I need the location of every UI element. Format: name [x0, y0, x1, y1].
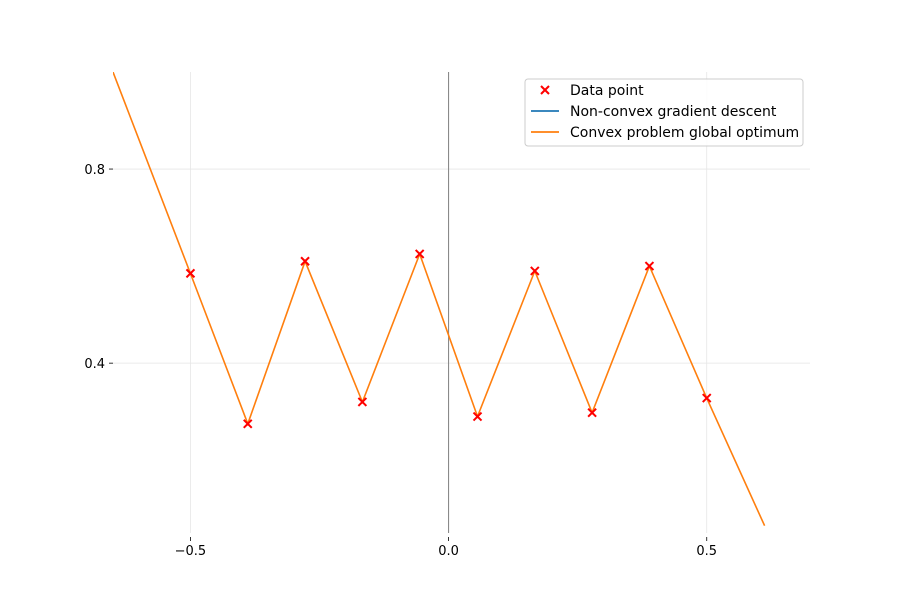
y-tick-label: 0.8 [84, 163, 105, 178]
y-tick-label: 0.4 [84, 357, 105, 372]
series-line-2 [113, 72, 766, 527]
data-point-marker [414, 249, 425, 259]
legend-label: Data point [570, 83, 644, 99]
data-point-marker [243, 419, 253, 429]
legend-marker-x [540, 85, 550, 95]
data-point-marker [472, 411, 483, 422]
data-point-marker [702, 393, 712, 403]
series [113, 72, 766, 527]
data-point-marker [300, 256, 310, 266]
data-point-marker [357, 397, 368, 407]
legend-box [524, 78, 804, 147]
data-point-marker [530, 266, 540, 276]
axes: −0.5 0.0 0.5 0.4 0.8 [84, 72, 717, 559]
x-tick-label: 0.0 [438, 544, 459, 559]
legend: Data point Non-convex gradient descent Con… [524, 78, 804, 147]
legend-label: Convex problem global optimum [570, 125, 799, 141]
data-point-marker [587, 407, 597, 418]
x-tick-label: 0.5 [696, 544, 717, 559]
x-tick-label: −0.5 [175, 544, 207, 559]
legend-label: Non-convex gradient descent [570, 104, 777, 120]
data-point-marker [185, 268, 196, 279]
data-point-marker [644, 261, 655, 271]
